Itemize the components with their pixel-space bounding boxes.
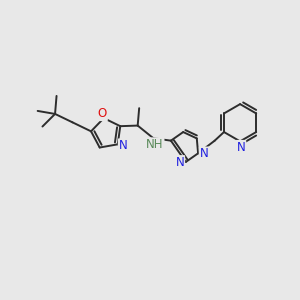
Text: N: N [237, 141, 245, 154]
Text: N: N [200, 147, 208, 161]
Text: NH: NH [146, 138, 164, 151]
Text: N: N [176, 156, 184, 169]
Text: O: O [98, 107, 107, 120]
Text: N: N [119, 139, 128, 152]
